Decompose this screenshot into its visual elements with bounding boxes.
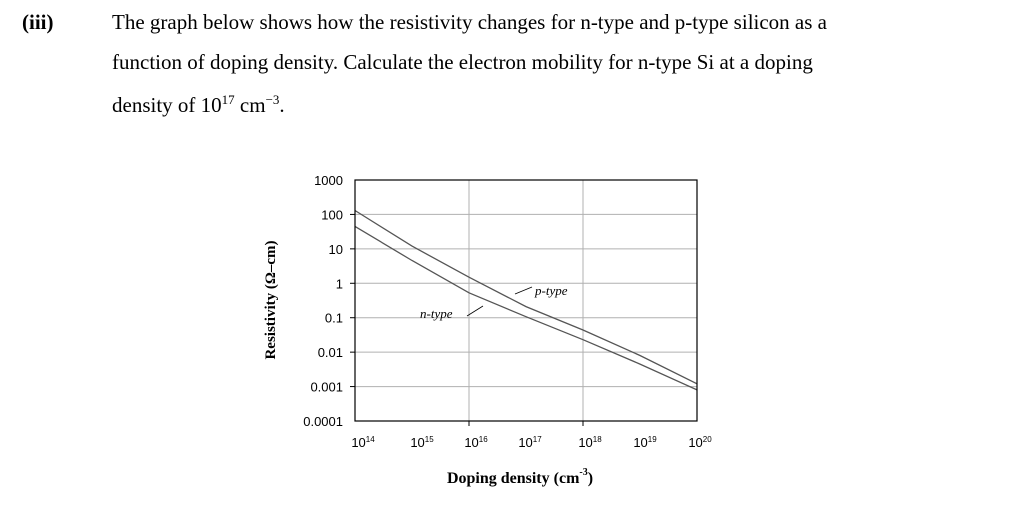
q-unit-exp: −3 — [265, 92, 280, 107]
q-text: density of 10 — [112, 93, 222, 117]
y-tick-label: 0.01 — [318, 345, 343, 360]
p-type-label: p-type — [514, 283, 568, 298]
x-tick-label: 1017 — [518, 435, 542, 450]
y-axis-label: Resistivity (Ω–cm) — [263, 240, 279, 359]
y-tick-label: 10 — [329, 242, 343, 257]
q-end: . — [279, 93, 285, 117]
y-tick-label: 0.0001 — [303, 414, 343, 429]
x-tick-label: 1020 — [688, 435, 712, 450]
x-tick-label: 1016 — [464, 435, 488, 450]
question-line-1: The graph below shows how the resistivit… — [112, 10, 827, 34]
q-exp: 17 — [221, 92, 235, 107]
n-type-curve — [354, 225, 698, 391]
p-type-curve — [354, 209, 698, 385]
x-axis-label-text: Doping density (cm — [447, 470, 580, 487]
question-line-3: density of 1017 cm−3. — [112, 92, 285, 118]
y-tick-label: 1000 — [314, 173, 343, 188]
question-number: (iii) — [22, 10, 54, 34]
y-tick-label: 0.1 — [325, 311, 343, 326]
x-axis-label: Doping density (cm-3) — [447, 467, 593, 487]
x-tick-label: 1018 — [578, 435, 602, 450]
q-unit: cm — [234, 93, 266, 117]
x-axis-label-exp: -3 — [579, 467, 587, 478]
x-tick-label: 1014 — [351, 435, 375, 450]
question-line-2: function of doping density. Calculate th… — [112, 50, 813, 74]
x-tick-label: 1015 — [410, 435, 434, 450]
x-tick-label: 1019 — [633, 435, 657, 450]
y-tick-label: 100 — [321, 207, 343, 222]
y-tick-label: 1 — [336, 276, 343, 291]
y-tick-label: 0.001 — [310, 380, 343, 395]
n-type-label: n-type — [420, 305, 484, 321]
plot-frame — [354, 179, 698, 422]
x-axis-label-end: ) — [588, 470, 593, 487]
p-type-label-text: p-type — [534, 283, 568, 298]
n-type-label-text: n-type — [420, 306, 453, 321]
